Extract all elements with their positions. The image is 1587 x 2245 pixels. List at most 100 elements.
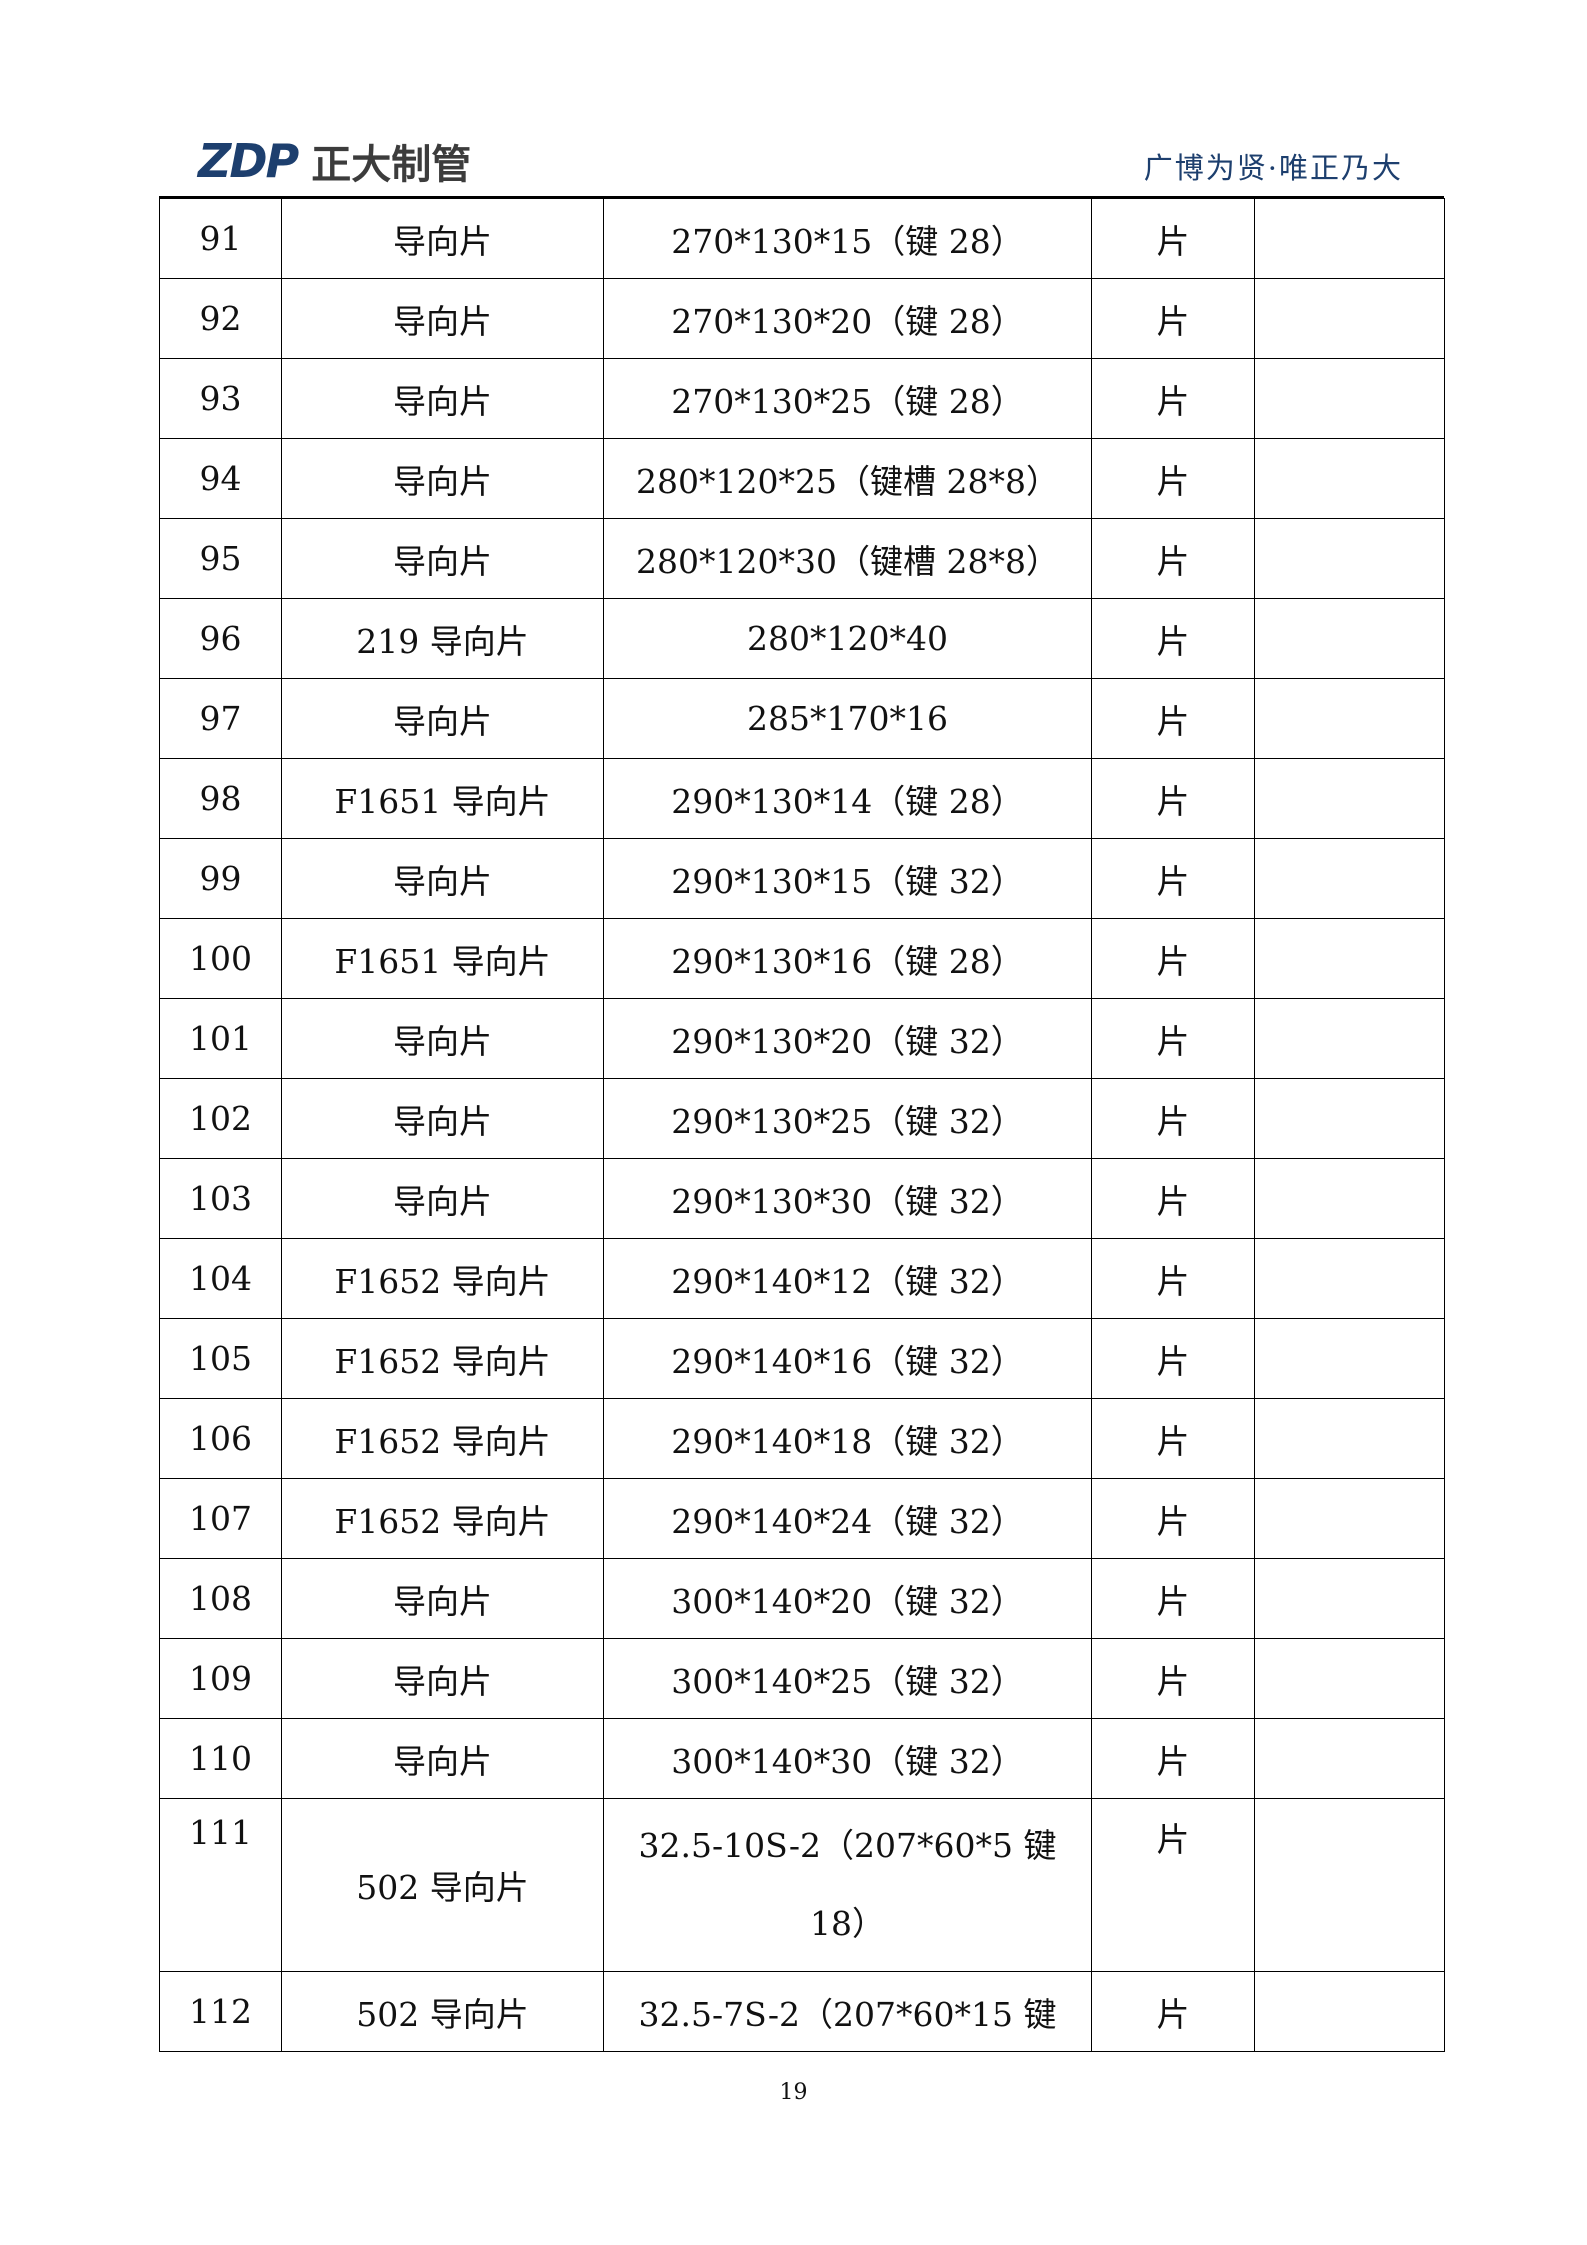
- part-spec-cell: 290*130*30（键 32）: [603, 1158, 1092, 1239]
- logo-mark: ZDP: [198, 134, 299, 188]
- unit-cell: 片: [1091, 1718, 1255, 1799]
- unit-cell: 片: [1091, 1078, 1255, 1159]
- row-number-cell: 100: [159, 918, 282, 999]
- unit-cell: 片: [1091, 1238, 1255, 1319]
- unit-cell: 片: [1091, 1318, 1255, 1399]
- table-row: 108 导向片 300*140*20（键 32）片: [159, 1558, 1445, 1639]
- table-row: 104 F1652 导向片 290*140*12（键 32）片: [159, 1238, 1445, 1319]
- note-cell: [1254, 1718, 1445, 1799]
- part-name-cell: 导向片: [281, 358, 604, 439]
- unit-cell: 片: [1091, 1558, 1255, 1639]
- part-spec-cell: 270*130*20（键 28）: [603, 278, 1092, 359]
- unit-cell: 片: [1091, 1158, 1255, 1239]
- part-name-cell: F1652 导向片: [281, 1318, 604, 1399]
- row-number-cell: 92: [159, 278, 282, 359]
- note-cell: [1254, 1971, 1445, 2052]
- header-rule: [159, 196, 1444, 199]
- unit-cell: 片: [1091, 678, 1255, 759]
- part-name-cell: 导向片: [281, 678, 604, 759]
- part-spec-cell: 290*130*16（键 28）: [603, 918, 1092, 999]
- table-row: 95 导向片 280*120*30（键槽 28*8）片: [159, 518, 1445, 599]
- page-number: 19: [779, 2080, 808, 2105]
- note-cell: [1254, 278, 1445, 359]
- part-name-cell: 导向片: [281, 518, 604, 599]
- part-name-cell: 导向片: [281, 998, 604, 1079]
- table-row: 91 导向片 270*130*15（键 28）片: [159, 198, 1445, 279]
- note-cell: [1254, 1398, 1445, 1479]
- row-number-cell: 95: [159, 518, 282, 599]
- table-row: 105 F1652 导向片 290*140*16（键 32）片: [159, 1318, 1445, 1399]
- part-spec-cell: 300*140*30（键 32）: [603, 1718, 1092, 1799]
- part-spec-cell: 290*140*24（键 32）: [603, 1478, 1092, 1559]
- note-cell: [1254, 1238, 1445, 1319]
- unit-cell: 片: [1091, 518, 1255, 599]
- unit-cell: 片: [1091, 758, 1255, 839]
- note-cell: [1254, 1318, 1445, 1399]
- part-name-cell: 导向片: [281, 1158, 604, 1239]
- part-spec-cell: 270*130*15（键 28）: [603, 198, 1092, 279]
- note-cell: [1254, 1558, 1445, 1639]
- row-number-cell: 91: [159, 198, 282, 279]
- row-number-cell: 102: [159, 1078, 282, 1159]
- note-cell: [1254, 1158, 1445, 1239]
- slogan: 广博为贤·唯正乃大: [1143, 151, 1403, 185]
- table-row: 101 导向片 290*130*20（键 32）片: [159, 998, 1445, 1079]
- row-number-cell: 93: [159, 358, 282, 439]
- table-row: 92 导向片 270*130*20（键 28）片: [159, 278, 1445, 359]
- table-row: 109 导向片 300*140*25（键 32）片: [159, 1638, 1445, 1719]
- company-logo: ZDP 正大制管: [198, 134, 471, 188]
- note-cell: [1254, 998, 1445, 1079]
- note-cell: [1254, 438, 1445, 519]
- unit-cell: 片: [1091, 1971, 1255, 2052]
- unit-cell: 片: [1091, 1798, 1255, 1972]
- row-number-cell: 97: [159, 678, 282, 759]
- row-number-cell: 112: [159, 1971, 282, 2052]
- part-spec-cell: 280*120*30（键槽 28*8）: [603, 518, 1092, 599]
- row-number-cell: 103: [159, 1158, 282, 1239]
- unit-cell: 片: [1091, 1398, 1255, 1479]
- note-cell: [1254, 1638, 1445, 1719]
- unit-cell: 片: [1091, 358, 1255, 439]
- table-row: 94 导向片 280*120*25（键槽 28*8）片: [159, 438, 1445, 519]
- note-cell: [1254, 518, 1445, 599]
- part-name-cell: 导向片: [281, 438, 604, 519]
- row-number-cell: 106: [159, 1398, 282, 1479]
- note-cell: [1254, 838, 1445, 919]
- part-spec-cell: 285*170*16: [603, 678, 1092, 759]
- table-row: 98 F1651 导向片 290*130*14（键 28）片: [159, 758, 1445, 839]
- note-cell: [1254, 1478, 1445, 1559]
- part-name-cell: 导向片: [281, 1718, 604, 1799]
- part-spec-cell: 290*140*12（键 32）: [603, 1238, 1092, 1319]
- part-name-cell: 502 导向片: [281, 1798, 604, 1972]
- row-number-cell: 98: [159, 758, 282, 839]
- part-name-cell: 219 导向片: [281, 598, 604, 679]
- note-cell: [1254, 678, 1445, 759]
- part-name-cell: 导向片: [281, 1558, 604, 1639]
- table-row: 110 导向片 300*140*30（键 32）片: [159, 1718, 1445, 1799]
- part-spec-cell: 300*140*25（键 32）: [603, 1638, 1092, 1719]
- row-number-cell: 105: [159, 1318, 282, 1399]
- part-spec-cell: 280*120*40: [603, 598, 1092, 679]
- table-row: 100 F1651 导向片 290*130*16（键 28）片: [159, 918, 1445, 999]
- part-spec-cell: 290*130*15（键 32）: [603, 838, 1092, 919]
- note-cell: [1254, 758, 1445, 839]
- unit-cell: 片: [1091, 198, 1255, 279]
- part-name-cell: F1651 导向片: [281, 918, 604, 999]
- table-row: 112 502 导向片 32.5-7S-2（207*60*15 键片: [159, 1971, 1445, 2052]
- part-spec-cell: 300*140*20（键 32）: [603, 1558, 1092, 1639]
- part-name-cell: 导向片: [281, 1078, 604, 1159]
- table-row: 103 导向片 290*130*30（键 32）片: [159, 1158, 1445, 1239]
- table-row: 106 F1652 导向片 290*140*18（键 32）片: [159, 1398, 1445, 1479]
- part-spec-cell: 290*130*20（键 32）: [603, 998, 1092, 1079]
- table-row: 96 219 导向片 280*120*40 片: [159, 598, 1445, 679]
- unit-cell: 片: [1091, 1638, 1255, 1719]
- row-number-cell: 110: [159, 1718, 282, 1799]
- note-cell: [1254, 358, 1445, 439]
- row-number-cell: 101: [159, 998, 282, 1079]
- part-name-cell: F1652 导向片: [281, 1478, 604, 1559]
- part-name-cell: F1652 导向片: [281, 1398, 604, 1479]
- note-cell: [1254, 918, 1445, 999]
- part-spec-cell: 290*130*25（键 32）: [603, 1078, 1092, 1159]
- part-spec-cell: 290*130*14（键 28）: [603, 758, 1092, 839]
- row-number-cell: 104: [159, 1238, 282, 1319]
